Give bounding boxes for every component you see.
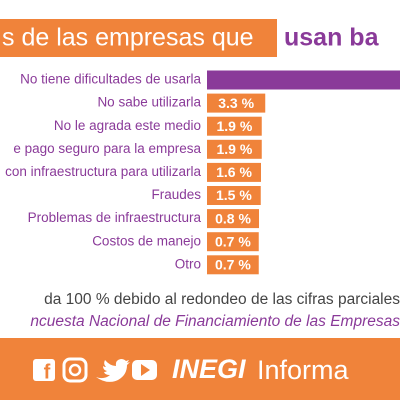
category-label: No tiene dificultades de usarla [20,72,201,87]
bar [207,93,266,113]
category-label: No sabe utilizarla [97,95,201,110]
source: ncuesta Nacional de Financiamiento de la… [30,313,400,330]
brand-suffix: Informa [257,355,350,385]
value-label: 0.7 % [215,257,251,273]
value-label: 1.5 % [216,187,252,203]
category-label: con infraestructura para utilizarla [5,164,201,179]
value-label: 1.6 % [216,164,252,180]
twitter-icon [96,359,130,382]
category-label: Costos de manejo [92,233,201,248]
category-label: Otro [175,256,201,271]
category-label: Problemas de infraestructura [28,210,202,225]
chart-title: s de las empresas que [2,24,254,52]
note: da 100 % debido al redondeo de las cifra… [44,291,400,308]
brand: INEGI [172,354,246,384]
bar [207,186,261,205]
value-label: 1.9 % [216,118,252,134]
bar [207,116,262,136]
value-label: 1.9 % [216,141,252,157]
facebook-glyph: f [44,361,51,383]
value-label: 0.7 % [215,233,251,249]
category-label: e pago seguro para la empresa [13,141,201,156]
facebook-icon [33,359,55,381]
bar [207,209,259,229]
category-label: Fraudes [151,187,201,202]
category-label: No le agrada este medio [54,118,201,133]
instagram-icon [62,357,88,383]
bar [207,70,400,90]
instagram-lens [68,363,82,377]
title-band [0,19,277,57]
footer-band [0,338,400,400]
bar [207,232,259,252]
value-label: 0.8 % [215,210,251,226]
bar [207,255,259,275]
youtube-play [141,364,150,376]
bar [207,139,262,159]
bar [207,162,261,182]
value-label: 3.3 % [218,95,254,111]
chart-title-emphasis: usan ba [284,24,380,52]
social-icons: f [33,357,157,383]
